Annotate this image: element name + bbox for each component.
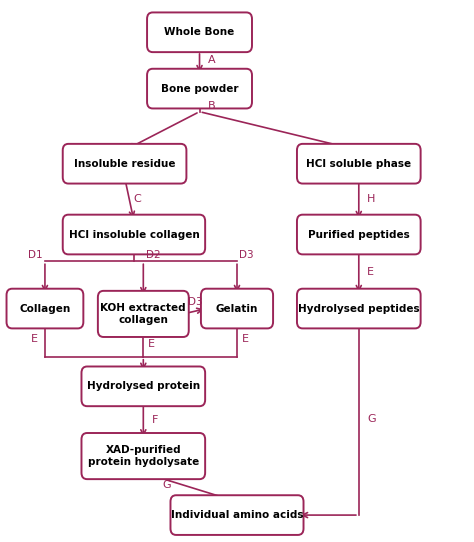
Text: E: E (367, 267, 374, 276)
Text: E: E (242, 334, 249, 344)
Text: E: E (148, 339, 155, 349)
Text: D3: D3 (188, 297, 202, 307)
Text: Purified peptides: Purified peptides (308, 229, 410, 240)
Text: Bone powder: Bone powder (161, 83, 238, 94)
FancyBboxPatch shape (171, 495, 303, 535)
Text: Hydrolysed protein: Hydrolysed protein (87, 382, 200, 391)
FancyBboxPatch shape (63, 215, 205, 254)
FancyBboxPatch shape (82, 366, 205, 406)
Text: HCl insoluble collagen: HCl insoluble collagen (69, 229, 200, 240)
Text: Collagen: Collagen (19, 304, 71, 314)
Text: XAD-purified
protein hydolysate: XAD-purified protein hydolysate (88, 446, 199, 467)
FancyBboxPatch shape (7, 289, 83, 328)
FancyBboxPatch shape (297, 289, 420, 328)
Text: HCl soluble phase: HCl soluble phase (306, 159, 411, 169)
Text: Gelatin: Gelatin (216, 304, 258, 314)
FancyBboxPatch shape (147, 12, 252, 52)
FancyBboxPatch shape (98, 291, 189, 337)
FancyBboxPatch shape (147, 69, 252, 108)
Text: B: B (208, 101, 216, 111)
Text: C: C (133, 194, 141, 204)
Text: D3: D3 (239, 250, 254, 260)
Text: Whole Bone: Whole Bone (164, 27, 235, 37)
FancyBboxPatch shape (82, 433, 205, 479)
Text: H: H (367, 194, 375, 204)
Text: G: G (367, 414, 376, 423)
Text: F: F (152, 415, 158, 424)
Text: E: E (31, 334, 38, 344)
Text: Insoluble residue: Insoluble residue (74, 159, 175, 169)
FancyBboxPatch shape (63, 144, 186, 184)
Text: D2: D2 (146, 250, 160, 260)
Text: Hydrolysed peptides: Hydrolysed peptides (298, 304, 419, 314)
Text: D1: D1 (28, 250, 43, 260)
Text: KOH extracted
collagen: KOH extracted collagen (100, 303, 186, 325)
Text: Individual amino acids: Individual amino acids (171, 510, 303, 520)
FancyBboxPatch shape (201, 289, 273, 328)
FancyBboxPatch shape (297, 215, 420, 254)
Text: G: G (162, 480, 171, 489)
FancyBboxPatch shape (297, 144, 420, 184)
Text: A: A (208, 55, 216, 66)
